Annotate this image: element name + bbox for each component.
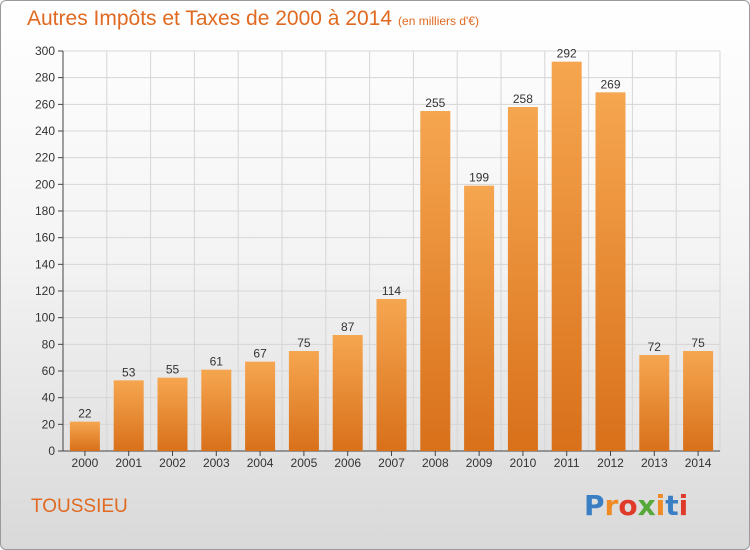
y-tick-label: 200 bbox=[35, 177, 55, 191]
data-label: 72 bbox=[648, 340, 662, 354]
bar bbox=[201, 369, 232, 451]
x-tick-label: 2004 bbox=[247, 456, 274, 470]
x-tick-label: 2007 bbox=[378, 456, 405, 470]
bars bbox=[69, 61, 714, 452]
bar bbox=[69, 421, 100, 451]
x-tick-label: 2013 bbox=[641, 456, 668, 470]
y-tick-label: 100 bbox=[35, 311, 55, 325]
y-tick-label: 120 bbox=[35, 284, 55, 298]
bar bbox=[332, 335, 363, 451]
x-tick-label: 2011 bbox=[554, 456, 580, 470]
chart-title: Autres Impôts et Taxes de 2000 à 2014 bbox=[27, 7, 393, 30]
x-tick-label: 2012 bbox=[597, 456, 624, 470]
x-tick-label: 2002 bbox=[159, 456, 186, 470]
bar bbox=[683, 351, 714, 451]
y-tick-label: 40 bbox=[42, 391, 56, 405]
x-tick-label: 2000 bbox=[72, 456, 99, 470]
data-label: 55 bbox=[166, 363, 180, 377]
bar bbox=[376, 299, 407, 451]
x-tick-label: 2006 bbox=[334, 456, 361, 470]
bar bbox=[245, 361, 276, 451]
y-tick-label: 20 bbox=[42, 417, 56, 431]
data-label: 258 bbox=[513, 92, 533, 106]
commune-name: TOUSSIEU bbox=[31, 496, 128, 517]
data-label: 75 bbox=[297, 336, 311, 350]
data-label: 87 bbox=[341, 320, 355, 334]
y-tick-label: 0 bbox=[48, 444, 55, 458]
x-tick-label: 2014 bbox=[685, 456, 712, 470]
data-label: 75 bbox=[691, 336, 705, 350]
y-tick-label: 280 bbox=[35, 71, 55, 85]
y-tick-label: 240 bbox=[35, 124, 55, 138]
x-tick-label: 2008 bbox=[422, 456, 449, 470]
data-label: 22 bbox=[78, 407, 92, 421]
bar bbox=[464, 185, 495, 451]
x-tick-label: 2003 bbox=[203, 456, 230, 470]
x-tick-label: 2010 bbox=[510, 456, 537, 470]
bar bbox=[551, 61, 582, 452]
proxiti-logo: Proxiti bbox=[584, 489, 689, 522]
data-label: 269 bbox=[600, 77, 620, 91]
x-tick-label: 2005 bbox=[291, 456, 318, 470]
bar bbox=[595, 92, 626, 451]
chart-title-block: Autres Impôts et Taxes de 2000 à 2014 (en… bbox=[27, 7, 479, 31]
y-tick-label: 140 bbox=[35, 257, 55, 271]
bar bbox=[420, 111, 451, 451]
y-tick-label: 160 bbox=[35, 231, 55, 245]
data-label: 255 bbox=[425, 96, 445, 110]
bar bbox=[157, 377, 188, 451]
y-tick-label: 80 bbox=[42, 337, 56, 351]
bar bbox=[507, 107, 538, 451]
y-tick-label: 60 bbox=[42, 364, 56, 378]
bar bbox=[639, 355, 670, 451]
y-tick-label: 260 bbox=[35, 97, 55, 111]
data-label: 114 bbox=[382, 284, 401, 298]
y-tick-label: 220 bbox=[35, 151, 55, 165]
y-tick-label: 180 bbox=[35, 204, 55, 218]
data-label: 67 bbox=[253, 347, 267, 361]
y-tick-label: 300 bbox=[35, 44, 55, 58]
data-label: 53 bbox=[122, 365, 136, 379]
x-tick-label: 2009 bbox=[466, 456, 493, 470]
data-label: 61 bbox=[210, 355, 224, 369]
x-tick-label: 2001 bbox=[115, 456, 142, 470]
data-label: 292 bbox=[557, 47, 577, 61]
bar bbox=[113, 380, 144, 451]
data-labels: 22 53 55 61 67 75 87 114 255 199 258 292 269 72 75 bbox=[78, 47, 705, 421]
chart-subtitle: (en milliers d'€) bbox=[398, 14, 480, 28]
bar bbox=[288, 351, 319, 451]
data-label: 199 bbox=[469, 171, 489, 185]
